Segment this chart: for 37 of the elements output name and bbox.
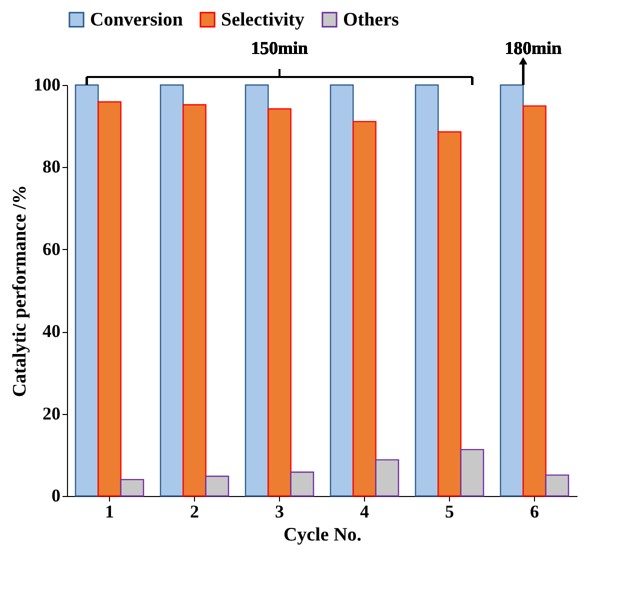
text: 150min <box>250 38 308 58</box>
y-tick-label: 80 <box>42 156 60 177</box>
bar <box>438 131 462 497</box>
y-tick-label: 60 <box>42 238 60 259</box>
y-tick-label: 40 <box>42 321 60 342</box>
bar <box>268 108 292 497</box>
bar <box>205 476 230 497</box>
bar <box>460 448 484 497</box>
bar <box>74 84 99 497</box>
bar <box>414 84 439 497</box>
bar <box>545 474 570 497</box>
bar <box>290 472 314 497</box>
x-tick-label: 2 <box>190 502 199 522</box>
bar <box>330 84 354 497</box>
legend-label: Selectivity <box>221 10 305 31</box>
x-tick-label: 4 <box>360 502 369 522</box>
bar <box>182 104 206 497</box>
legend-label: Others <box>343 10 399 31</box>
x-axis-title: Cycle No. <box>283 524 362 546</box>
bar <box>120 478 144 497</box>
bar <box>500 84 524 497</box>
bar <box>244 84 269 497</box>
legend-label: Conversion <box>90 10 184 31</box>
x-tick-label: 1 <box>105 502 114 522</box>
y-tick-label: 0 <box>52 486 60 506</box>
y-axis-title: Catalytic performance /% <box>10 184 30 398</box>
bar <box>352 120 376 497</box>
bar <box>522 105 546 497</box>
text: 180min <box>504 38 562 58</box>
x-tick-label: 5 <box>445 502 454 522</box>
x-tick-label: 6 <box>530 502 539 522</box>
y-tick-label: 20 <box>42 403 60 424</box>
bar <box>160 84 184 497</box>
y-tick-label: 100 <box>34 74 60 94</box>
x-tick-label: 3 <box>275 502 284 522</box>
bar <box>375 459 400 497</box>
bar <box>98 101 122 497</box>
